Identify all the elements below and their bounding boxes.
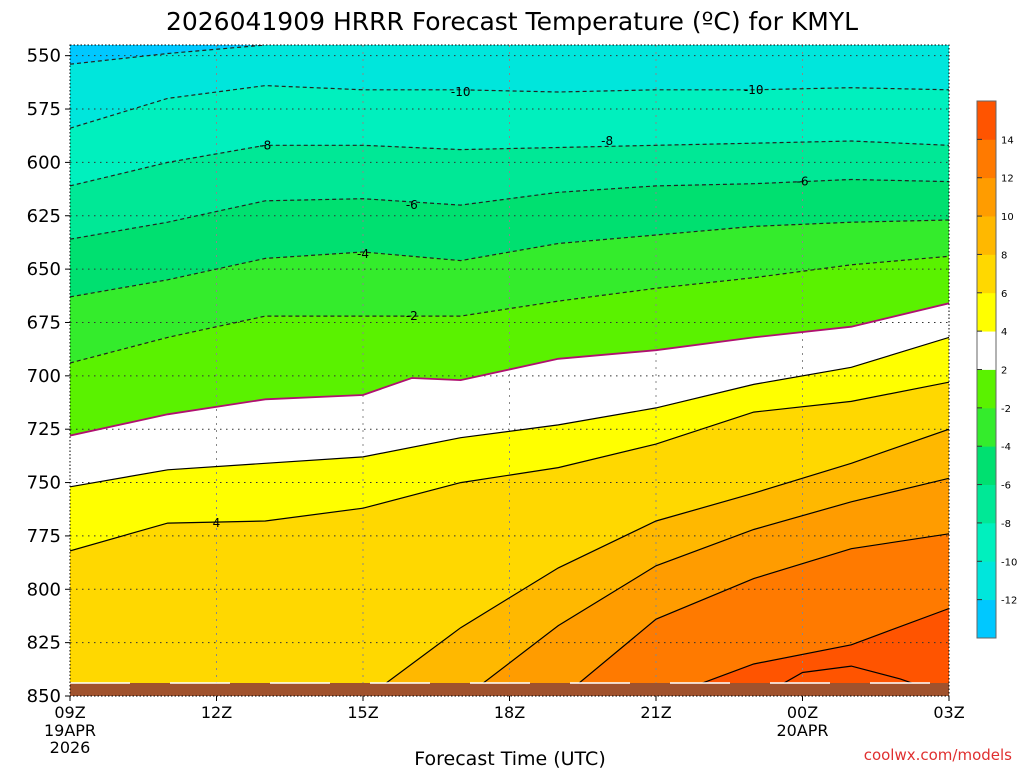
x-axis-label: Forecast Time (UTC) xyxy=(414,748,605,768)
colorbar-swatch xyxy=(977,446,996,485)
isotherm--8 xyxy=(70,140,949,187)
colorbar-swatch xyxy=(977,407,996,447)
plot-border xyxy=(69,44,950,697)
x-tick-date-label: 19APR xyxy=(44,721,96,740)
contour-label: -8 xyxy=(601,134,613,148)
plot-frame xyxy=(69,44,950,697)
colorbar-swatch xyxy=(977,599,996,639)
isotherm--10 xyxy=(70,84,949,129)
isotherm--2 xyxy=(70,255,949,364)
colorbar-swatch xyxy=(977,292,996,332)
colorbar-tick-label: 2 xyxy=(1001,366,1007,377)
y-tick-label: 700 xyxy=(27,366,61,387)
y-tick-label: 575 xyxy=(27,99,61,120)
fill-band-13 xyxy=(666,608,949,696)
y-tick-label: 800 xyxy=(27,579,61,600)
colorbar-tick-label: 14 xyxy=(1001,135,1014,146)
y-tick-label: 775 xyxy=(27,526,61,547)
colorbar-swatch xyxy=(977,254,996,294)
y-tick-label: 850 xyxy=(27,686,61,707)
contour-label: 4 xyxy=(213,516,221,530)
colorbar-tick-label: 10 xyxy=(1001,212,1014,223)
isotherm-14 xyxy=(665,607,949,696)
x-tick-label: 12Z xyxy=(201,703,232,722)
contour-label: -2 xyxy=(406,309,418,323)
isotherm-6 xyxy=(70,381,949,552)
fill-band-10 xyxy=(368,428,949,696)
colorbar-tick-label: -10 xyxy=(1001,557,1017,568)
x-tick-date-label: 2026 xyxy=(50,738,91,757)
x-tick-label: 18Z xyxy=(494,703,525,722)
fill-band-11 xyxy=(465,477,949,696)
colorbar-tick-label: 4 xyxy=(1001,327,1007,338)
colorbar: -12 -10 -8 -6 -4 -2 2 4 6 8 10 12 14 xyxy=(976,100,1017,639)
isotherm--6 xyxy=(70,178,949,240)
colorbar-tick-label: 12 xyxy=(1001,174,1014,185)
chart-title: 2026041909 HRRR Forecast Temperature (ºC… xyxy=(166,7,858,36)
x-tick-label: 15Z xyxy=(347,703,378,722)
contour-label: -4 xyxy=(357,247,369,261)
isotherm--12 xyxy=(70,45,266,65)
colorbar-swatch xyxy=(977,484,996,524)
colorbar-tick-label: -6 xyxy=(1001,481,1011,492)
y-tick-label: 725 xyxy=(27,419,61,440)
y-tick-label: 625 xyxy=(27,206,61,227)
isotherm-10 xyxy=(465,477,949,696)
colorbar-tick-label: 6 xyxy=(1001,289,1007,300)
colorbar-swatch xyxy=(977,139,996,179)
contour-label: -10 xyxy=(451,85,471,99)
colorbar-tick-label: -4 xyxy=(1001,442,1011,453)
colorbar-swatch xyxy=(977,216,996,255)
colorbar-tick-label: 8 xyxy=(1001,250,1007,261)
colorbar-tick-label: -2 xyxy=(1001,404,1011,415)
isotherm-2 xyxy=(70,302,949,437)
isotherm-8 xyxy=(367,428,949,696)
contour-label: -8 xyxy=(259,138,271,152)
y-tick-label: 750 xyxy=(27,473,61,494)
colorbar-swatch xyxy=(977,522,996,562)
colorbar-tick-label: -8 xyxy=(1001,519,1011,530)
y-tick-label: 825 xyxy=(27,633,61,654)
x-tick-label: 21Z xyxy=(640,703,671,722)
ground-surface xyxy=(70,682,949,696)
fill-band-12 xyxy=(562,533,949,696)
y-tick-label: 600 xyxy=(27,152,61,173)
isotherm-contours: -10 -10 -8 -8 -6 -6 -4 -2 4 xyxy=(70,45,949,696)
colorbar-swatch xyxy=(977,369,996,409)
y-tick-label: 550 xyxy=(27,46,61,67)
colorbar-swatch xyxy=(977,177,996,217)
colorbar-swatch xyxy=(977,331,996,370)
isotherm--4 xyxy=(70,219,949,298)
y-tick-label: 675 xyxy=(27,312,61,333)
contour-label: -10 xyxy=(744,83,764,97)
y-axis: 550 575 600 625 650 675 700 725 750 775 800 825 850 xyxy=(27,46,70,707)
ground-bar xyxy=(70,683,949,696)
fill-band-0 xyxy=(70,45,949,65)
colorbar-swatch xyxy=(977,101,996,140)
isotherm-12 xyxy=(562,533,949,696)
colorbar-swatch xyxy=(977,561,996,601)
x-tick-label: 03Z xyxy=(933,703,964,722)
y-tick-label: 650 xyxy=(27,259,61,280)
x-tick-label: 00Z xyxy=(787,703,818,722)
colorbar-tick-label: -12 xyxy=(1001,596,1017,607)
credit-text: coolwx.com/models xyxy=(864,746,1012,764)
contour-label: -6 xyxy=(406,198,418,212)
contour-label: -6 xyxy=(797,175,809,189)
x-tick-label: 09Z xyxy=(54,703,85,722)
x-tick-date-label: 20APR xyxy=(776,721,828,740)
isotherm-4 xyxy=(70,336,949,488)
